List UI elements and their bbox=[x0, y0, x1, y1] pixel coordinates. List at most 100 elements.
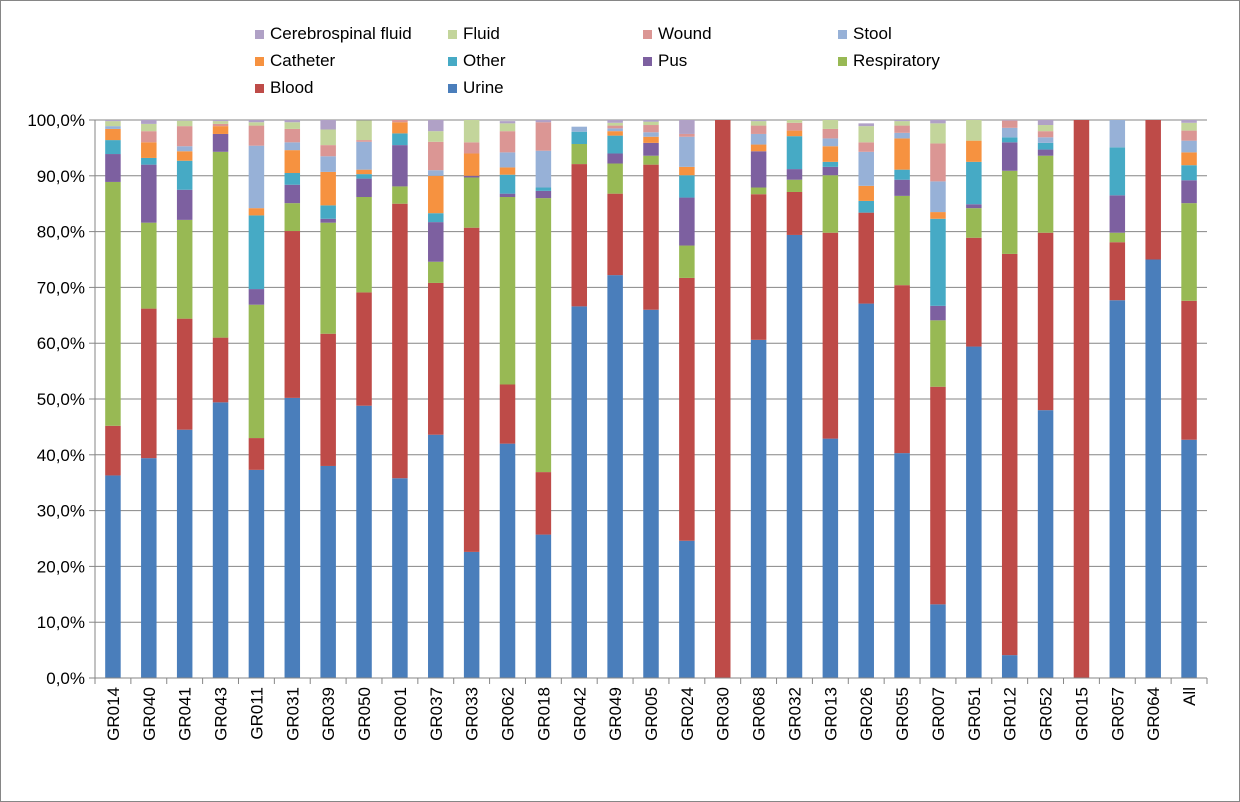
bar-segment bbox=[212, 402, 229, 678]
bar-segment bbox=[679, 277, 695, 541]
bar-segment bbox=[535, 534, 552, 678]
bar-segment bbox=[894, 132, 910, 139]
bar-segment bbox=[1181, 140, 1197, 153]
legend-swatch bbox=[255, 56, 264, 66]
legend-item: Respiratory bbox=[838, 51, 940, 71]
legend-label: Catheter bbox=[270, 51, 336, 70]
bar-segment bbox=[1037, 155, 1054, 233]
bar-segment bbox=[176, 126, 193, 147]
bar-segment bbox=[320, 156, 336, 172]
bar-segment bbox=[858, 123, 874, 127]
legend-label: Stool bbox=[853, 24, 892, 43]
bar-segment bbox=[607, 163, 623, 194]
x-tick-label: GR052 bbox=[1037, 687, 1056, 741]
bar-segment bbox=[141, 458, 157, 678]
legend-swatch bbox=[255, 83, 264, 93]
bar-segment bbox=[356, 197, 372, 293]
bar-segment bbox=[141, 123, 157, 132]
bar-segment bbox=[535, 150, 552, 188]
bar-segment bbox=[248, 208, 265, 216]
bar-segment bbox=[786, 136, 803, 170]
bar-segment bbox=[1037, 125, 1054, 132]
bar-segment bbox=[499, 152, 516, 168]
bar-segment bbox=[463, 120, 480, 143]
bar-segment bbox=[750, 339, 767, 678]
legend-item: Stool bbox=[838, 24, 892, 44]
legend-swatch bbox=[448, 83, 457, 93]
bar-segment bbox=[894, 169, 910, 180]
bar-segment bbox=[284, 122, 301, 129]
bar-segment bbox=[679, 166, 695, 176]
bar-segment bbox=[535, 198, 552, 473]
bar-segment bbox=[499, 167, 516, 175]
bar-segment bbox=[1109, 232, 1126, 243]
bar-segment bbox=[1181, 130, 1197, 141]
bar-segment bbox=[535, 120, 552, 123]
bar-segment bbox=[1109, 300, 1126, 678]
bar-segment bbox=[320, 222, 336, 334]
bar-segment bbox=[463, 227, 480, 552]
y-tick-label: 0,0% bbox=[46, 669, 85, 688]
bar-segment bbox=[428, 170, 444, 176]
x-tick-label: GR014 bbox=[104, 687, 123, 741]
legend-label: Other bbox=[463, 51, 506, 70]
bar-segment bbox=[822, 175, 839, 233]
bar-segment bbox=[212, 126, 229, 134]
bar-segment bbox=[966, 120, 982, 141]
bar-segment bbox=[141, 120, 157, 124]
x-tick-label: GR049 bbox=[606, 687, 625, 741]
bar-segment bbox=[284, 128, 301, 143]
bar-segment bbox=[679, 197, 695, 246]
bar-segment bbox=[176, 429, 193, 678]
bar-segment bbox=[966, 140, 982, 162]
bar-segment bbox=[176, 219, 193, 319]
x-tick-label: GR041 bbox=[176, 687, 195, 741]
x-tick-label: GR015 bbox=[1072, 687, 1091, 741]
chart-legend: Cerebrospinal fluid Fluid Wound Stool Cathet… bbox=[0, 0, 1240, 110]
y-tick-label: 50,0% bbox=[37, 390, 85, 409]
bar-segment bbox=[858, 151, 874, 186]
bar-segment bbox=[571, 143, 588, 165]
x-tick-label: GR007 bbox=[929, 687, 948, 741]
x-tick-label: All bbox=[1180, 687, 1199, 706]
bar-segment bbox=[750, 151, 767, 188]
bar-segment bbox=[679, 540, 695, 678]
bar-segment bbox=[141, 164, 157, 223]
bar-segment bbox=[499, 174, 516, 194]
x-tick-label: GR068 bbox=[750, 687, 769, 741]
bar-segment bbox=[786, 234, 803, 678]
bar-segment bbox=[428, 282, 444, 435]
bar-segment bbox=[428, 261, 444, 283]
bar-segment bbox=[356, 292, 372, 406]
bar-segment bbox=[463, 153, 480, 176]
y-tick-label: 70,0% bbox=[37, 278, 85, 297]
bar-segment bbox=[1181, 203, 1197, 301]
bar-segment bbox=[212, 337, 229, 403]
bar-segment bbox=[499, 121, 516, 124]
bar-segment bbox=[1037, 410, 1054, 678]
bar-segment bbox=[679, 245, 695, 278]
bar-segment bbox=[105, 181, 121, 426]
legend-item: Wound bbox=[643, 24, 712, 44]
bar-segment bbox=[966, 208, 982, 238]
x-tick-label: GR042 bbox=[570, 687, 589, 741]
bar-segment bbox=[1109, 195, 1126, 233]
bar-segment bbox=[1037, 137, 1054, 143]
bar-segment bbox=[248, 125, 265, 146]
bar-segment bbox=[248, 215, 265, 290]
bar-segment bbox=[1001, 127, 1018, 138]
x-tick-label: GR037 bbox=[427, 687, 446, 741]
x-tick-label: GR001 bbox=[391, 687, 410, 741]
bar-segment bbox=[894, 453, 910, 678]
bar-segment bbox=[1145, 259, 1161, 678]
x-tick-label: GR018 bbox=[534, 687, 553, 741]
bar-segment bbox=[679, 120, 695, 134]
bar-segment bbox=[930, 218, 946, 306]
bar-segment bbox=[750, 194, 767, 340]
bar-segment bbox=[750, 144, 767, 152]
bar-segment bbox=[141, 131, 157, 143]
x-tick-label: GR064 bbox=[1144, 687, 1163, 741]
bar-segment bbox=[750, 133, 767, 145]
x-tick-label: GR062 bbox=[499, 687, 518, 741]
bar-segment bbox=[284, 142, 301, 151]
